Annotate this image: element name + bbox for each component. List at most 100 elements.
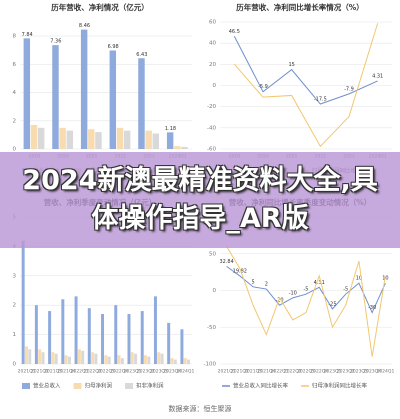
bar [114, 305, 118, 364]
legend-swatch [22, 383, 30, 389]
legend-label: 归母净利润同比增长率 [312, 382, 368, 390]
legend-label: 营业总收入 [33, 382, 61, 390]
y-tick-label: -20 [207, 104, 216, 110]
y-tick-label: 20 [209, 62, 216, 68]
y-tick-label: -50 [207, 325, 216, 331]
series-line [226, 265, 386, 314]
bar [94, 353, 98, 364]
bar [101, 314, 105, 364]
bar [167, 322, 171, 364]
bar [145, 130, 152, 149]
x-tick-label: 2023Q1 [124, 369, 142, 375]
y-tick-label: 6 [13, 62, 17, 68]
bar [130, 352, 134, 364]
bar [160, 353, 164, 364]
bar [173, 359, 177, 364]
y-tick-label: 40 [209, 41, 216, 47]
bar [183, 358, 187, 364]
value-label: 19.82 [233, 268, 247, 274]
y-tick-label: -60 [207, 147, 216, 153]
bar [66, 130, 74, 149]
bar [54, 353, 58, 364]
bar [187, 359, 191, 364]
bar [81, 350, 85, 364]
bar [41, 352, 45, 364]
chart-title: 历年营收、净利情况（亿元） [51, 2, 149, 12]
y-tick-label: 0 [13, 147, 17, 153]
y-tick-label: 50 [209, 251, 216, 257]
bar [170, 358, 174, 364]
x-tick-label: 2021Q2 [231, 369, 249, 375]
value-label: -5 [304, 287, 309, 293]
bar [140, 311, 144, 364]
value-label: 7.36 [50, 39, 61, 45]
x-tick-label: 2022Q3 [297, 369, 315, 375]
y-tick-label: 60 [209, 20, 216, 26]
y-tick-label: 3 [13, 273, 17, 279]
bar [48, 311, 52, 364]
value-label: -7.9 [344, 86, 354, 92]
bar [166, 132, 174, 149]
bar [180, 329, 184, 364]
bar [147, 356, 151, 364]
bar [23, 38, 31, 149]
chart-title: 历年营收、净利同比增长率情况（%） [236, 2, 364, 12]
x-tick-label: 2022Q4 [110, 369, 128, 375]
y-tick-label: -40 [207, 125, 216, 131]
y-tick-label: 0 [213, 288, 217, 294]
bar [80, 29, 88, 149]
y-tick-label: 0 [13, 362, 17, 368]
x-tick-label: 2023Q4 [163, 369, 181, 375]
bar [153, 296, 157, 364]
legend-swatch [125, 383, 134, 389]
x-tick-label: 2021Q3 [244, 369, 262, 375]
bar [174, 146, 181, 149]
bar [117, 355, 121, 364]
bar [91, 352, 95, 364]
y-tick-label: 0 [213, 83, 217, 89]
bar [116, 127, 124, 149]
bar [144, 355, 148, 364]
y-tick-label: 8 [13, 34, 17, 40]
value-label: -5.9 [258, 84, 268, 90]
value-label: 5 [251, 279, 254, 285]
bar [28, 349, 32, 364]
value-label: 8.46 [79, 23, 90, 29]
bar [157, 352, 161, 364]
series-line [233, 36, 378, 105]
x-tick-label: 2024Q1 [176, 369, 194, 375]
series-line [233, 23, 379, 148]
bar [37, 127, 45, 149]
value-label: 46.5 [229, 29, 240, 35]
x-tick-label: 2022Q1 [71, 369, 89, 375]
y-tick-label: 2 [13, 118, 17, 124]
x-tick-label: 2024Q1 [376, 369, 394, 375]
value-label: 6.43 [136, 52, 147, 58]
legend-label: 扣非净利润 [136, 382, 164, 390]
value-label: -10 [289, 290, 297, 296]
bar [34, 305, 38, 364]
x-tick-label: 2021Q4 [257, 369, 275, 375]
bar [87, 308, 91, 364]
legend-swatch [73, 383, 82, 389]
x-tick-label: 2021Q2 [31, 369, 49, 375]
bar [30, 125, 38, 149]
bar [134, 353, 138, 364]
banner-text: 2024新澳最精准资料大全,具体操作指导_AR版 [22, 165, 378, 234]
bar [64, 355, 68, 364]
value-label: -5 [343, 287, 348, 293]
bar [123, 130, 131, 149]
banner: 2024新澳最精准资料大全,具体操作指导_AR版 [0, 152, 400, 248]
value-label: -30 [368, 305, 376, 311]
y-tick-label: 2 [13, 303, 17, 309]
value-label: 4.31 [372, 73, 383, 79]
bar [51, 352, 55, 364]
x-tick-label: 2023Q3 [150, 369, 168, 375]
bar [67, 356, 71, 364]
bar [120, 358, 124, 364]
bar [104, 355, 108, 364]
bar [21, 240, 25, 364]
y-tick-label: 1 [13, 332, 17, 338]
bar [59, 127, 66, 149]
